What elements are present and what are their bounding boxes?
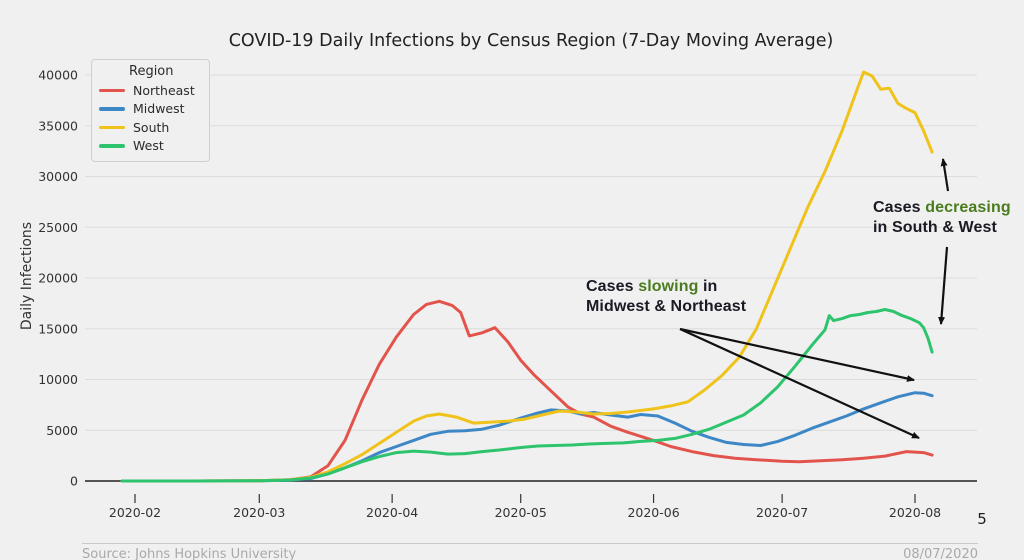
svg-text:30000: 30000 xyxy=(38,169,78,184)
legend: Region Northeast Midwest South West xyxy=(91,59,210,162)
svg-text:15000: 15000 xyxy=(38,321,78,336)
legend-label-northeast: Northeast xyxy=(133,82,195,98)
svg-text:5000: 5000 xyxy=(46,423,78,438)
svg-text:2020-06: 2020-06 xyxy=(627,505,679,520)
footer-source: Source: Johns Hopkins University xyxy=(82,547,297,560)
midwest-line-swatch xyxy=(99,107,125,111)
west-line-swatch xyxy=(99,144,125,148)
annotation-decreasing-line2: in South & West xyxy=(873,219,997,236)
annotation-cases-slowing: Cases slowing in Midwest & Northeast xyxy=(586,277,746,317)
svg-text:0: 0 xyxy=(70,474,78,489)
page-number: 5 xyxy=(977,510,987,528)
svg-text:20000: 20000 xyxy=(38,271,78,286)
svg-text:2020-04: 2020-04 xyxy=(366,505,418,520)
south-line-swatch xyxy=(99,125,125,129)
legend-label-midwest: Midwest xyxy=(133,101,185,117)
footer-date: 08/07/2020 xyxy=(903,547,978,560)
svg-text:25000: 25000 xyxy=(38,220,78,235)
annotation-cases-decreasing: Cases decreasing in South & West xyxy=(873,198,1011,238)
legend-title: Region xyxy=(129,64,174,79)
svg-text:10000: 10000 xyxy=(38,372,78,387)
svg-text:2020-08: 2020-08 xyxy=(889,505,941,520)
chart-title: COVID-19 Daily Infections by Census Regi… xyxy=(228,31,834,51)
annotation-slowing-line1: Cases slowing in xyxy=(586,278,718,295)
svg-text:2020-02: 2020-02 xyxy=(109,505,161,520)
legend-item-northeast: Northeast xyxy=(99,81,195,100)
svg-text:2020-05: 2020-05 xyxy=(495,505,547,520)
legend-item-south: South xyxy=(99,118,195,137)
annotation-slowing-line2: Midwest & Northeast xyxy=(586,298,747,315)
legend-label-south: South xyxy=(133,119,170,135)
svg-text:35000: 35000 xyxy=(38,118,78,133)
northeast-line-swatch xyxy=(99,88,125,92)
svg-text:2020-03: 2020-03 xyxy=(233,505,285,520)
svg-text:40000: 40000 xyxy=(38,68,78,83)
legend-item-west: West xyxy=(99,137,195,156)
svg-text:2020-07: 2020-07 xyxy=(756,505,808,520)
annotation-decreasing-line1: Cases decreasing xyxy=(873,199,1011,216)
footer-divider xyxy=(82,543,978,544)
y-axis-label: Daily Infections xyxy=(19,221,35,331)
legend-label-west: West xyxy=(133,138,164,154)
legend-item-midwest: Midwest xyxy=(99,100,195,119)
